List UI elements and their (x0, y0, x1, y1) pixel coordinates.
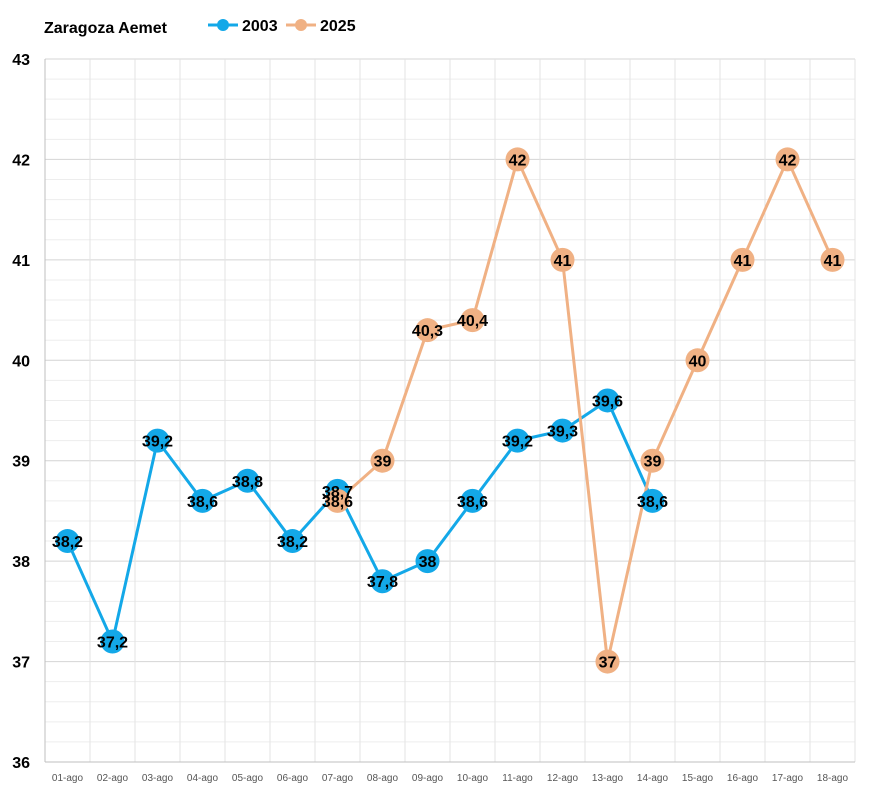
x-tick-label: 15-ago (682, 773, 714, 784)
x-tick-label: 06-ago (277, 773, 309, 784)
data-point-2003 (640, 488, 665, 513)
x-tick-label: 09-ago (412, 773, 444, 784)
data-label-2025: 41 (734, 253, 752, 270)
data-label-2003: 39,3 (547, 424, 578, 441)
x-tick-label: 04-ago (187, 773, 219, 784)
gridlines (44, 58, 856, 763)
legend-label-2003: 2003 (242, 18, 278, 35)
data-point-2025 (505, 147, 530, 172)
legend-marker-2003 (217, 19, 229, 31)
data-point-2003 (235, 468, 260, 493)
data-point-2003 (100, 629, 125, 654)
data-label-2025: 40,4 (457, 313, 488, 330)
data-point-2003 (55, 529, 80, 554)
y-axis-tick-labels: 36 37 38 39 40 41 42 43 (12, 52, 30, 772)
series-points (55, 147, 845, 674)
x-tick-label: 05-ago (232, 773, 264, 784)
x-tick-label: 08-ago (367, 773, 399, 784)
x-tick-label: 07-ago (322, 773, 354, 784)
data-point-2003 (595, 388, 620, 413)
legend-item-2003: 2003 (208, 18, 278, 35)
x-tick-label: 14-ago (637, 773, 669, 784)
data-point-2025 (820, 247, 845, 272)
data-label-2003: 38,7 (322, 484, 353, 501)
x-tick-label: 11-ago (502, 773, 533, 784)
data-point-2025 (370, 448, 395, 473)
data-point-2025 (460, 308, 485, 333)
data-label-2025: 41 (824, 253, 842, 270)
y-tick-label: 42 (12, 152, 30, 169)
data-label-2003: 38,2 (52, 534, 83, 551)
data-label-2025: 40,3 (412, 323, 443, 340)
data-point-2025 (415, 318, 440, 343)
x-tick-label: 18-ago (817, 773, 849, 784)
data-label-2025: 39 (644, 454, 662, 471)
y-tick-label: 41 (12, 253, 30, 270)
data-point-2025 (685, 348, 710, 373)
data-label-2003: 37,2 (97, 634, 128, 651)
data-label-2003: 38,2 (277, 534, 308, 551)
data-point-2003 (505, 428, 530, 453)
data-point-2003 (145, 428, 170, 453)
x-tick-label: 01-ago (52, 773, 84, 784)
data-point-2003 (415, 549, 440, 574)
data-point-2003 (370, 569, 395, 594)
x-tick-label: 13-ago (592, 773, 624, 784)
x-axis-tick-labels: 01-ago 02-ago 03-ago 04-ago 05-ago 06-ago 07-a… (52, 773, 849, 784)
data-label-2003: 38 (419, 554, 437, 571)
data-label-2025: 40 (689, 353, 707, 370)
y-tick-label: 39 (12, 454, 30, 471)
x-tick-label: 10-ago (457, 773, 489, 784)
data-point-2003 (460, 488, 485, 513)
data-label-2025: 42 (509, 152, 527, 169)
data-label-2003: 39,2 (142, 434, 173, 451)
data-point-2003 (550, 418, 575, 443)
data-label-2003: 39,2 (502, 434, 533, 451)
data-label-2003: 38,6 (187, 494, 218, 511)
data-label-2025: 38,6 (322, 494, 353, 511)
data-label-2003: 38,8 (232, 474, 263, 491)
x-tick-label: 02-ago (97, 773, 129, 784)
x-tick-label: 03-ago (142, 773, 174, 784)
data-point-2025 (595, 649, 620, 674)
data-labels: 38,2 37,2 39,2 38,6 38,8 38,2 38,7 37,8 38 38,6 39… (52, 152, 842, 671)
data-label-2003: 39,6 (592, 393, 623, 410)
data-label-2025: 37 (599, 655, 617, 672)
legend: 2003 2025 (208, 18, 356, 35)
data-label-2003: 37,8 (367, 574, 398, 591)
data-label-2025: 42 (779, 152, 797, 169)
x-tick-label: 17-ago (772, 773, 804, 784)
y-tick-label: 36 (12, 755, 30, 772)
legend-marker-2025 (295, 19, 307, 31)
data-point-2003 (190, 488, 215, 513)
data-label-2003: 38,6 (457, 494, 488, 511)
data-point-2025 (775, 147, 800, 172)
y-tick-label: 37 (12, 655, 30, 672)
data-label-2025: 41 (554, 253, 572, 270)
data-point-2025 (550, 247, 575, 272)
data-label-2003: 38,6 (637, 494, 668, 511)
data-point-2025 (640, 448, 665, 473)
legend-label-2025: 2025 (320, 18, 356, 35)
data-point-2025 (325, 488, 350, 513)
x-tick-label: 12-ago (547, 773, 579, 784)
data-point-2003 (280, 529, 305, 554)
data-point-2025 (730, 247, 755, 272)
x-tick-label: 16-ago (727, 773, 759, 784)
y-tick-label: 40 (12, 353, 30, 370)
series-line-2025 (336, 157, 834, 664)
y-tick-label: 43 (12, 52, 30, 69)
chart-title: Zaragoza Aemet (44, 20, 168, 37)
data-label-2025: 39 (374, 454, 392, 471)
y-tick-label: 38 (12, 554, 30, 571)
axes (44, 59, 855, 763)
legend-item-2025: 2025 (286, 18, 356, 35)
